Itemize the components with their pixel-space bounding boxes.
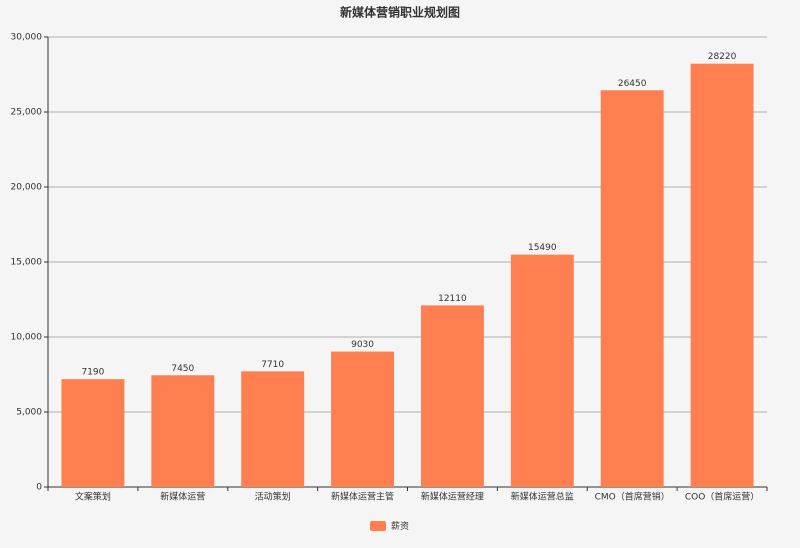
bar (151, 375, 215, 487)
value-label: 26450 (618, 79, 647, 89)
bar (331, 351, 395, 487)
y-tick-label: 20,000 (11, 183, 43, 193)
bar (420, 305, 484, 487)
bar (61, 379, 125, 487)
x-tick-label: COO（首席运营） (685, 491, 759, 503)
value-label: 7710 (261, 360, 284, 370)
x-tick-label: 新媒体运营 (160, 491, 205, 503)
legend-swatch (370, 521, 386, 531)
bar (241, 371, 305, 487)
value-label: 7450 (171, 364, 194, 374)
value-label: 28220 (708, 52, 737, 62)
bar (690, 63, 754, 487)
x-tick-label: 新媒体运营经理 (421, 491, 484, 503)
x-tick-label: 活动策划 (255, 491, 291, 503)
legend-label: 薪资 (391, 520, 409, 532)
bar (600, 90, 664, 487)
value-label: 12110 (438, 294, 467, 304)
x-tick-label: 文案策划 (75, 491, 111, 503)
y-tick-label: 15,000 (11, 258, 43, 268)
value-label: 7190 (81, 368, 104, 378)
chart-title: 新媒体营销职业规划图 (340, 5, 460, 20)
x-tick-label: CMO（首席营销） (595, 491, 670, 503)
y-tick-label: 0 (36, 483, 42, 493)
bar (510, 254, 574, 487)
y-tick-label: 10,000 (11, 333, 43, 343)
value-label: 15490 (528, 243, 557, 253)
y-tick-label: 5,000 (16, 408, 42, 418)
y-tick-label: 25,000 (11, 108, 43, 118)
x-tick-label: 新媒体运营总监 (511, 491, 574, 503)
value-label: 9030 (351, 340, 374, 350)
x-tick-label: 新媒体运营主管 (331, 491, 394, 503)
y-tick-label: 30,000 (11, 33, 43, 43)
